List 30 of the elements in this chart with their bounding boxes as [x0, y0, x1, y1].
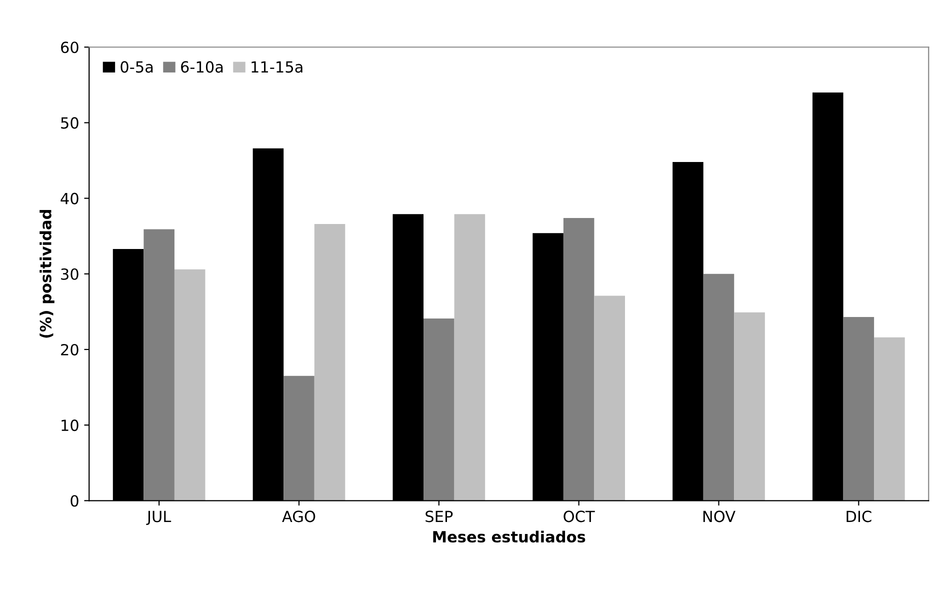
- bar: [874, 337, 905, 501]
- bar: [174, 269, 206, 501]
- bar: [284, 376, 314, 501]
- x-tick-label: DIC: [846, 510, 872, 522]
- x-tick-label: JUL: [146, 510, 172, 526]
- x-tick-label: AGO: [282, 510, 316, 522]
- y-tick-label: 10: [62, 420, 78, 432]
- bar: [703, 274, 734, 501]
- legend-label: 0-5a: [120, 61, 153, 73]
- legend-label: 6-10a: [181, 61, 223, 73]
- y-tick-label: 0: [70, 495, 78, 507]
- x-axis-title: Meses estudiados: [433, 530, 586, 543]
- bar: [424, 318, 454, 501]
- bar: [594, 296, 625, 501]
- x-tick-label: NOV: [703, 510, 736, 522]
- bar: [454, 214, 486, 501]
- y-tick-label: 30: [61, 268, 78, 280]
- y-axis-title: (%) positividad: [40, 210, 54, 338]
- y-tick-label: 20: [61, 344, 78, 356]
- x-tick-label: SEP: [426, 510, 453, 522]
- bar: [314, 224, 346, 501]
- legend-label: 11-15a: [252, 61, 302, 73]
- x-tick-label: OCT: [564, 510, 595, 522]
- y-tick-label: 60: [61, 42, 78, 54]
- y-tick-label: 50: [61, 117, 78, 129]
- bar: [843, 316, 874, 501]
- bar: [144, 229, 174, 501]
- bar: [563, 218, 594, 501]
- y-tick-label: 40: [60, 192, 78, 204]
- bar: [734, 312, 765, 501]
